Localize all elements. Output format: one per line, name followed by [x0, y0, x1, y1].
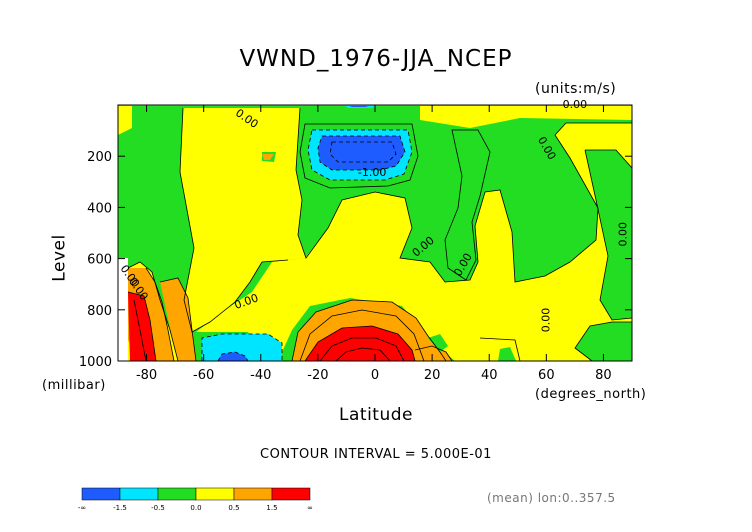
contour-line — [299, 309, 425, 361]
contour-line — [295, 107, 632, 283]
y-tick-label: 800 — [87, 304, 112, 319]
region-positive-weak — [118, 105, 132, 135]
colorbar-label: -0.5 — [151, 504, 165, 512]
x-ticks: -80 -60 -40 -20 0 20 40 60 80 — [136, 105, 612, 383]
region-positive-strong — [128, 292, 156, 361]
contour-line — [585, 149, 632, 169]
x-tick-label: 80 — [595, 368, 612, 383]
contour-line — [304, 325, 416, 361]
x-tick-label: 60 — [538, 368, 555, 383]
colorbar-label: 0.0 — [190, 504, 201, 512]
region-negative-strong — [218, 352, 248, 361]
region-near-zero — [445, 130, 490, 280]
y-axis-units: (millibar) — [42, 378, 106, 393]
mean-footer: (mean) lon:0..357.5 — [487, 491, 616, 505]
region-near-zero — [585, 150, 632, 320]
contour-interval-text: CONTOUR INTERVAL = 5.000E-01 — [260, 447, 492, 462]
colorbar-swatch — [195, 487, 235, 501]
colorbar-label: 1.5 — [266, 504, 277, 512]
contour-fill — [118, 105, 632, 361]
contour-line — [414, 345, 453, 361]
x-tick-label: -80 — [136, 368, 157, 383]
contour-line — [291, 299, 447, 361]
contour-line — [317, 135, 406, 171]
contour-line — [335, 347, 391, 361]
region-positive-weak — [180, 108, 306, 332]
contour-line — [299, 123, 419, 189]
contour-line — [574, 321, 632, 361]
region-positive-weak — [420, 106, 632, 128]
colorbar-label: -∞ — [78, 504, 86, 512]
region-positive-moderate — [415, 346, 452, 361]
contour-line — [479, 337, 521, 361]
region-near-zero — [428, 334, 448, 352]
colorbar-swatch — [233, 487, 273, 501]
contour-line — [584, 149, 632, 321]
colorbar-label: ∞ — [307, 504, 313, 512]
colorbar-swatch — [157, 487, 197, 501]
contour-label: 0.00 — [616, 222, 629, 247]
contour-line — [159, 277, 197, 361]
negative-contour-lines — [201, 129, 413, 361]
colorbar-swatch — [81, 487, 121, 501]
contour-line — [145, 267, 175, 361]
contour-line — [307, 129, 413, 181]
chart-title: VWND_1976-JJA_NCEP — [239, 46, 513, 72]
contour-label: 0.00 — [539, 308, 552, 333]
region-near-zero — [498, 347, 516, 361]
colorbar-swatch — [119, 487, 159, 501]
contour-line — [201, 333, 283, 361]
region-negative-strong — [350, 106, 368, 107]
contour-label: -1.00 — [358, 166, 386, 179]
contour-line — [133, 299, 147, 361]
contour-line — [319, 337, 405, 361]
y-ticks: 200 400 600 800 1000 — [79, 150, 632, 370]
x-axis-units: (degrees_north) — [535, 387, 647, 402]
contour-line — [127, 291, 157, 361]
x-tick-label: 40 — [481, 368, 498, 383]
region-negative-strong — [318, 136, 405, 170]
y-tick-label: 400 — [87, 201, 112, 216]
y-tick-label: 600 — [87, 253, 112, 268]
x-tick-label: 20 — [424, 368, 441, 383]
x-tick-label: -40 — [250, 368, 271, 383]
colorbar-label: -1.5 — [113, 504, 127, 512]
region-positive-moderate — [262, 154, 274, 160]
colorbar-label: 0.5 — [228, 504, 239, 512]
y-tick-label: 200 — [87, 150, 112, 165]
region-near-zero — [160, 110, 178, 122]
contour-line — [179, 107, 289, 333]
units-label: (units:m/s) — [535, 81, 617, 97]
contour-line — [444, 129, 491, 281]
contour-label: 0.00 — [563, 98, 588, 111]
colorbar-swatch — [271, 487, 311, 501]
x-axis-label: Latitude — [339, 405, 413, 425]
region-positive-weak — [196, 123, 632, 361]
region-positive-moderate — [160, 278, 196, 361]
contour-line — [217, 351, 249, 361]
x-tick-label: 0 — [371, 368, 379, 383]
x-tick-label: -60 — [193, 368, 214, 383]
contour-line — [329, 141, 397, 163]
y-tick-label: 1000 — [79, 355, 112, 370]
colorbar: -∞ -1.5 -0.5 0.0 0.5 1.5 ∞ — [78, 487, 313, 512]
contour-lines — [127, 107, 632, 361]
region-positive-strong — [305, 326, 415, 361]
x-tick-label: -20 — [307, 368, 328, 383]
